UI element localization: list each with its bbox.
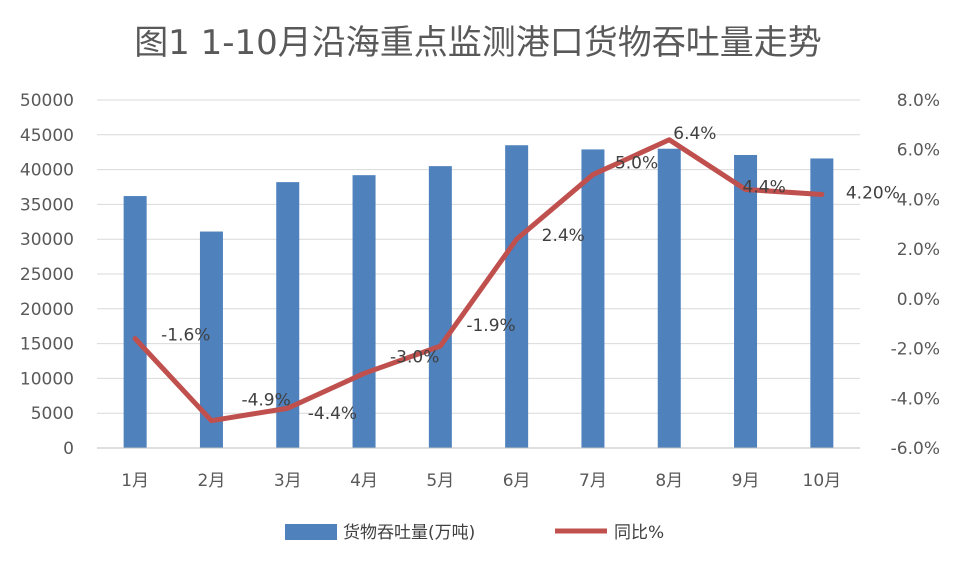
left-axis-tick: 45000 (20, 126, 74, 146)
bar (581, 149, 605, 448)
left-axis-tick: 5000 (31, 404, 74, 424)
data-label: 5.0% (615, 154, 658, 174)
legend-label-bar: 货物吞吐量(万吨) (343, 523, 475, 543)
x-axis-tick: 8月 (655, 471, 683, 491)
left-axis-tick: 50000 (20, 91, 74, 111)
bar (428, 166, 452, 448)
x-axis-tick: 5月 (426, 471, 454, 491)
data-label: 2.4% (542, 226, 585, 246)
bar (352, 175, 376, 448)
right-axis-tick: 0.0% (897, 290, 940, 310)
data-label: -1.9% (466, 316, 515, 336)
gridlines (97, 99, 860, 449)
left-axis-tick: 15000 (20, 335, 74, 355)
data-label: -3.0% (390, 347, 439, 367)
line-path (132, 137, 825, 424)
left-axis-tick: 40000 (20, 161, 74, 181)
legend-swatch-bar (285, 524, 337, 540)
left-axis-ticks: 0 5000 10000 15000 20000 25000 30000 35000 40000… (20, 91, 74, 459)
bar (199, 231, 223, 448)
right-axis-tick: 8.0% (897, 91, 940, 111)
bar (657, 148, 681, 448)
chart-title: 图1 1-10月沿海重点监测港口货物吞吐量走势 (134, 23, 822, 63)
x-axis-tick: 2月 (198, 471, 226, 491)
bar (505, 145, 529, 449)
x-axis-ticks: 1月 2月 3月 4月 5月 6月 7月 8月 9月 10月 (97, 447, 860, 491)
right-axis-tick: 6.0% (897, 141, 940, 161)
x-axis-tick: 7月 (579, 471, 607, 491)
left-axis-tick: 25000 (20, 265, 74, 285)
data-label: -4.4% (308, 404, 357, 424)
x-axis-tick: 3月 (274, 471, 302, 491)
left-axis-tick: 35000 (20, 195, 74, 215)
data-label: 4.20% (846, 183, 900, 203)
data-label: 6.4% (673, 124, 716, 144)
legend-label-line: 同比% (614, 523, 664, 543)
right-axis-tick: -2.0% (891, 340, 940, 360)
legend: 货物吞吐量(万吨) 同比% (285, 523, 664, 543)
bar-series (123, 145, 834, 449)
right-axis-tick: 4.0% (897, 190, 940, 210)
x-axis-tick: 9月 (732, 471, 760, 491)
right-axis-tick: -4.0% (891, 389, 940, 409)
bar (810, 158, 834, 449)
left-axis-tick: 10000 (20, 369, 74, 389)
data-label: -1.6% (161, 326, 210, 346)
left-axis-tick: 0 (63, 439, 74, 459)
x-axis-tick: 1月 (121, 471, 149, 491)
right-axis-tick: -6.0% (891, 439, 940, 459)
bar (276, 182, 300, 449)
bar (123, 196, 147, 448)
x-axis-tick: 4月 (350, 471, 378, 491)
right-axis-ticks: -6.0% -4.0% -2.0% 0.0% 2.0% 4.0% 6.0% 8.0% (891, 91, 940, 459)
x-axis-tick: 6月 (503, 471, 531, 491)
data-label: 4.4% (743, 177, 786, 197)
line-data-labels: -1.6% -4.9% -4.4% -3.0% -1.9% 2.4% 5.0% 6.4% 4.4… (161, 124, 900, 424)
x-axis-tick: 10月 (803, 471, 842, 491)
right-axis-tick: 2.0% (897, 240, 940, 260)
bar (734, 154, 758, 448)
left-axis-tick: 30000 (20, 230, 74, 250)
data-label: -4.9% (241, 391, 290, 411)
line-series (132, 137, 825, 424)
left-axis-tick: 20000 (20, 300, 74, 320)
